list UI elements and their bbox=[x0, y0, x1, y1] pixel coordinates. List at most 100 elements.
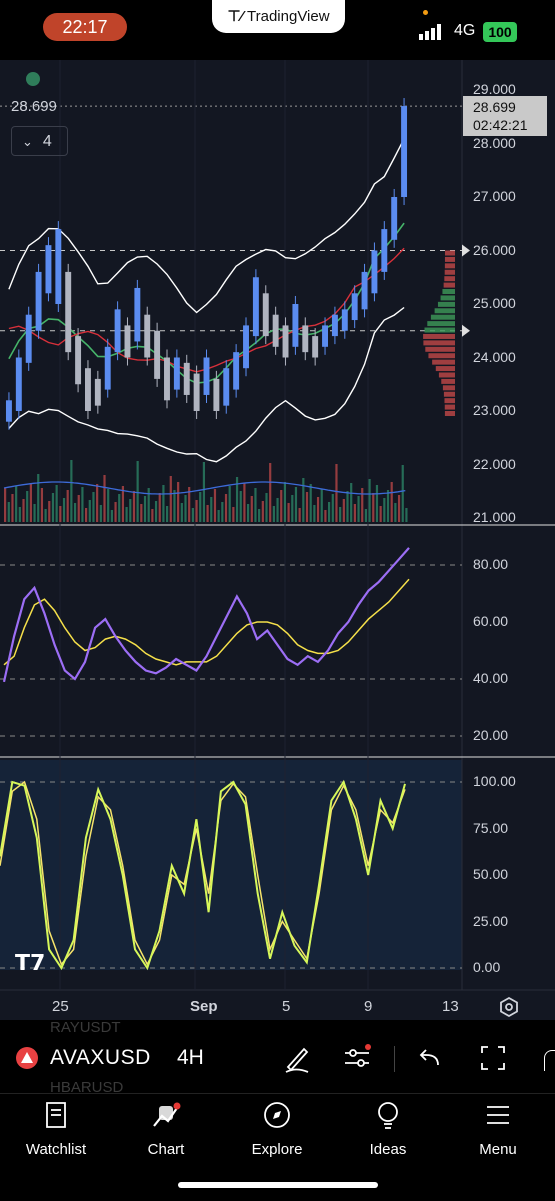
date-label-9: 9 bbox=[364, 998, 373, 1015]
volume-bar bbox=[169, 476, 172, 522]
last-price-value: 28.699 bbox=[473, 99, 516, 115]
avax-logo-icon bbox=[16, 1047, 38, 1069]
candle-body bbox=[45, 245, 52, 294]
chart-icon bbox=[153, 1102, 181, 1127]
volume-bar bbox=[33, 504, 36, 522]
volume-bar bbox=[254, 488, 257, 522]
nav-menu[interactable]: Menu bbox=[448, 1100, 548, 1158]
volume-bar bbox=[368, 479, 371, 522]
volume-bar bbox=[48, 501, 51, 522]
stoch-axis-label: 25.00 bbox=[473, 912, 509, 929]
rsi-axis-label: 60.00 bbox=[473, 613, 509, 629]
volume-bar bbox=[375, 485, 379, 522]
volume-bar bbox=[372, 493, 375, 522]
volume-bar bbox=[235, 477, 239, 522]
indicator-settings-icon[interactable] bbox=[342, 1043, 372, 1073]
candle-body bbox=[134, 287, 141, 342]
volume-bar bbox=[88, 500, 91, 522]
volume-bar bbox=[118, 494, 121, 522]
undo-icon[interactable] bbox=[416, 1043, 446, 1073]
volume-bar bbox=[287, 503, 290, 522]
candle-body bbox=[331, 314, 338, 337]
volume-bar bbox=[305, 492, 309, 522]
candle-body bbox=[124, 325, 131, 358]
nav-watchlist[interactable]: Watchlist bbox=[6, 1100, 106, 1158]
volume-bar bbox=[22, 499, 25, 522]
volume-profile-bar bbox=[442, 385, 455, 391]
candle-body bbox=[144, 314, 151, 358]
candle-body bbox=[381, 229, 388, 272]
bar-countdown: 02:42:21 bbox=[473, 117, 528, 133]
symbol-name[interactable]: AVAXUSD bbox=[50, 1046, 151, 1069]
fullscreen-icon[interactable] bbox=[478, 1043, 508, 1073]
chevron-down-icon: ⌄ bbox=[22, 134, 33, 149]
nav-explore[interactable]: Explore bbox=[227, 1100, 327, 1158]
indicators-toggle[interactable]: ⌄ 4 bbox=[11, 126, 68, 156]
volume-profile-bar bbox=[443, 391, 455, 397]
volume-bar bbox=[243, 483, 246, 522]
volume-bar bbox=[125, 507, 128, 522]
volume-profile-bar bbox=[434, 308, 455, 314]
candle-body bbox=[391, 197, 398, 240]
candle-body bbox=[262, 293, 269, 337]
volume-bar bbox=[129, 499, 132, 522]
volume-bar bbox=[339, 507, 342, 522]
rsi-axis-label: 40.00 bbox=[473, 670, 509, 686]
symbol-bar bbox=[0, 1022, 555, 1092]
candle-body bbox=[5, 400, 12, 422]
candle-body bbox=[35, 271, 42, 331]
volume-bar bbox=[283, 482, 287, 522]
volume-bar bbox=[265, 493, 268, 522]
volume-bar bbox=[353, 504, 356, 522]
candle-body bbox=[282, 325, 289, 358]
volume-bar bbox=[162, 485, 165, 522]
price-axis-label: 28.000 bbox=[473, 134, 516, 151]
price-axis-label: 23.000 bbox=[473, 402, 516, 418]
candle-body bbox=[322, 325, 328, 347]
hamburger-icon bbox=[487, 1106, 509, 1124]
ghost-symbol-top: RAYUSDT bbox=[50, 1019, 121, 1036]
volume-bar bbox=[342, 499, 345, 522]
volume-profile-bar bbox=[443, 282, 455, 288]
volume-bar bbox=[40, 488, 44, 522]
timeframe-button[interactable]: 4H bbox=[177, 1046, 204, 1069]
nav-label-menu: Menu bbox=[479, 1141, 517, 1158]
volume-bar bbox=[92, 492, 95, 522]
candle-body bbox=[252, 277, 259, 337]
volume-bar bbox=[228, 486, 231, 522]
chart-settings-icon[interactable] bbox=[498, 996, 520, 1018]
bollinger-lower bbox=[8, 306, 405, 463]
nav-ideas[interactable]: Ideas bbox=[338, 1100, 438, 1158]
volume-bar bbox=[335, 464, 338, 522]
volume-bar bbox=[136, 461, 139, 522]
volume-bar bbox=[81, 487, 84, 522]
volume-bar bbox=[99, 505, 102, 522]
candle-body bbox=[15, 357, 22, 411]
volume-bar bbox=[269, 463, 272, 522]
volume-profile-bar bbox=[441, 378, 455, 384]
status-time: 22:17 bbox=[43, 13, 127, 41]
tradingview-logo-icon: ⊤⁄ bbox=[227, 8, 244, 25]
nav-chart[interactable]: Chart bbox=[116, 1100, 216, 1158]
more-tools-icon[interactable] bbox=[544, 1050, 555, 1071]
recording-dot-icon bbox=[423, 10, 428, 15]
price-axis-label: 22.000 bbox=[473, 455, 516, 472]
volume-bar bbox=[151, 509, 154, 522]
candle-body bbox=[272, 314, 279, 347]
last-price-tag: 28.699 02:42:21 bbox=[463, 96, 547, 136]
volume-bar bbox=[298, 508, 301, 522]
chart-canvas[interactable] bbox=[0, 60, 555, 1020]
price-axis-label: 27.000 bbox=[473, 188, 516, 204]
volume-bar bbox=[147, 488, 150, 522]
drawing-tools-icon[interactable] bbox=[282, 1043, 312, 1073]
candle-body bbox=[65, 271, 72, 353]
chart-svg[interactable] bbox=[0, 60, 555, 1020]
volume-bar bbox=[213, 489, 217, 522]
candle-body bbox=[401, 106, 408, 197]
home-indicator bbox=[178, 1182, 378, 1188]
volume-bar bbox=[96, 484, 99, 522]
last-price-left: 28.699 bbox=[11, 98, 57, 115]
price-axis-label: 24.000 bbox=[473, 348, 516, 365]
volume-profile-bar bbox=[425, 346, 455, 352]
volume-profile-bar bbox=[444, 269, 455, 275]
